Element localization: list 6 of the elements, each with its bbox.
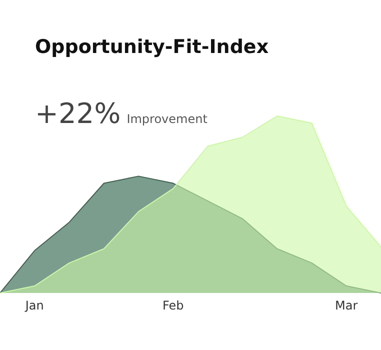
annotation: Improvement bbox=[126, 112, 208, 126]
chart-subtitle: +22% bbox=[35, 97, 121, 130]
x-tick-label: Feb bbox=[162, 298, 184, 313]
x-tick-label: Mar bbox=[335, 298, 358, 313]
chart-title: Opportunity-Fit-Index bbox=[35, 36, 269, 58]
x-tick-label: Jan bbox=[24, 298, 44, 313]
